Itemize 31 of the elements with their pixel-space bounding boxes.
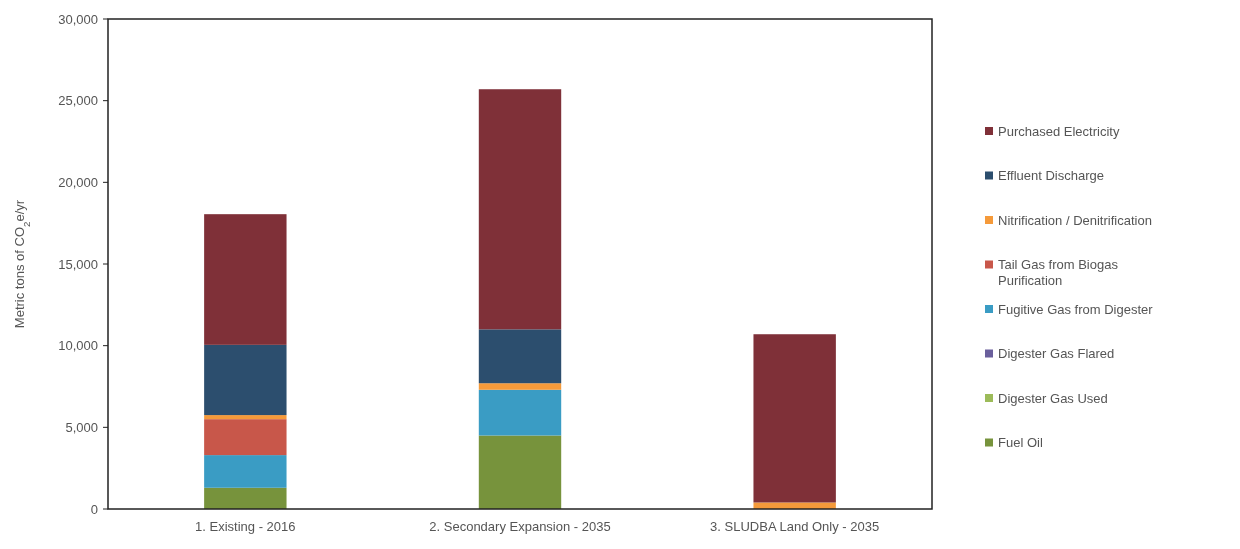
y-tick-label: 25,000 [58,93,98,109]
bar [478,435,562,509]
bar [478,389,562,436]
bar [478,329,562,384]
legend-label: Nitrification / Denitrification [998,212,1152,228]
x-tick-label: 3. SLUDBA Land Only - 2035 [710,519,880,534]
legend-label: Fugitive Gas from Digester [998,301,1154,317]
bar [204,214,287,345]
bar [753,502,836,509]
bar [478,89,562,330]
y-tick-label: 5,000 [65,419,98,435]
y-tick-label: 10,000 [58,338,98,354]
legend-label: Purchased Electricity [998,123,1120,139]
bar [204,344,287,416]
bar [204,455,287,488]
legend-label: Effluent Discharge [998,168,1104,184]
y-tick-label: 15,000 [58,256,98,272]
legend-label: Fuel Oil [998,435,1043,451]
bar [204,415,287,420]
x-tick-label: 2. Secondary Expansion - 2035 [429,519,611,534]
legend-label: Digester Gas Flared [998,346,1115,362]
legend-label: Tail Gas from Biogas Purification [998,257,1119,288]
y-tick-label: 0 [90,501,98,517]
bar [478,383,562,390]
bar [753,334,836,503]
y-tick-label: 30,000 [58,11,98,27]
bar [204,419,287,456]
bar [204,487,287,509]
x-tick-label: 1. Existing - 2016 [195,519,296,534]
y-tick-label: 20,000 [58,174,98,190]
legend-label: Digester Gas Used [998,390,1108,406]
